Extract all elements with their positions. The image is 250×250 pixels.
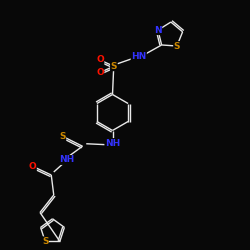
Text: HN: HN xyxy=(131,52,146,61)
Text: S: S xyxy=(174,42,180,50)
Text: NH: NH xyxy=(105,138,120,147)
Text: NH: NH xyxy=(58,156,74,164)
Text: S: S xyxy=(42,237,48,246)
Text: S: S xyxy=(110,62,117,71)
Text: O: O xyxy=(96,56,104,64)
Text: O: O xyxy=(96,68,104,77)
Text: S: S xyxy=(59,132,66,141)
Text: O: O xyxy=(28,162,36,171)
Text: N: N xyxy=(154,26,162,35)
